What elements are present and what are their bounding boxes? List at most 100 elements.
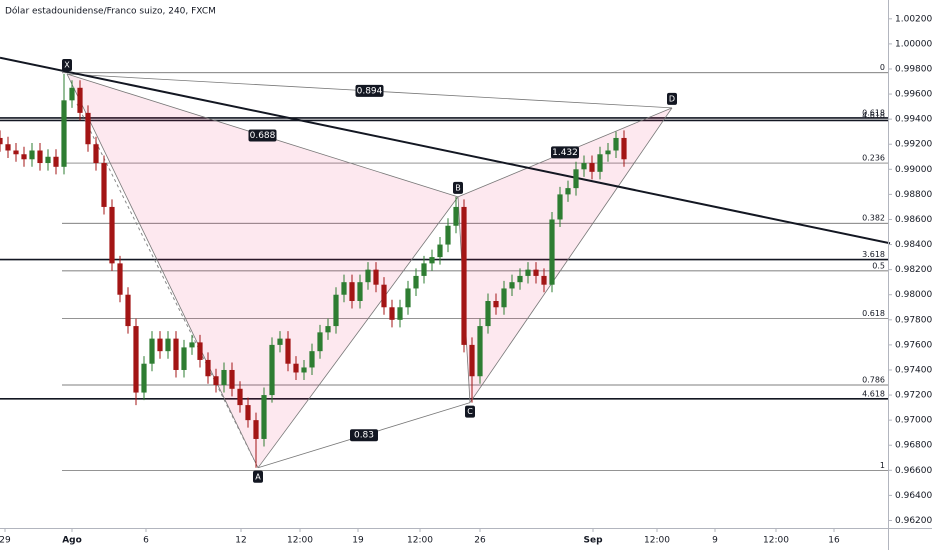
level-label: 0.786: [862, 376, 885, 385]
candle-body: [445, 225, 451, 245]
candle-body: [277, 338, 283, 345]
candle-body: [0, 137, 3, 145]
pattern-fill: [67, 73, 458, 468]
candle-body: [533, 269, 539, 276]
y-tick-label: 0.97800: [895, 315, 932, 325]
candle-body: [557, 194, 563, 220]
candle-body: [549, 219, 555, 285]
candle-body: [45, 156, 51, 164]
x-tick-label: 12:00: [644, 536, 670, 546]
ratio-label: 1.432: [552, 148, 578, 158]
plot-area: 00.6184.6180.2360.3823.6180.50.6180.7864…: [0, 56, 891, 483]
candle-body: [597, 154, 603, 172]
y-tick-label: 0.98600: [895, 215, 932, 225]
candle-body: [333, 294, 339, 327]
candle-body: [205, 359, 211, 377]
point-box: [453, 181, 463, 194]
candle-body: [469, 344, 475, 377]
candle-body: [101, 163, 107, 207]
candle-body: [613, 137, 619, 151]
candle-body: [77, 87, 83, 113]
candle-body: [141, 363, 147, 393]
candle-body: [69, 87, 75, 101]
y-tick-label: 0.98800: [895, 190, 932, 200]
y-tick-label: 0.96600: [895, 466, 932, 476]
candle-body: [157, 338, 163, 352]
candle-body: [109, 206, 115, 264]
candle-body: [517, 275, 523, 283]
candle-body: [21, 154, 27, 160]
pattern-edge: [469, 107, 673, 403]
point-label: B: [455, 183, 461, 192]
candle-body: [213, 376, 219, 386]
point-box: [465, 405, 475, 418]
candle-body: [381, 284, 387, 308]
candle-body: [509, 282, 515, 289]
candle-body: [365, 269, 371, 283]
candle-body: [229, 369, 235, 389]
candle-body: [181, 347, 187, 370]
pattern-fill: [458, 107, 672, 403]
candle-body: [389, 307, 395, 320]
candle-body: [477, 326, 483, 377]
x-tick-label: 19: [352, 536, 364, 546]
y-tick-label: 0.96200: [895, 516, 932, 526]
point-box: [253, 470, 263, 483]
x-tick-label: 6: [143, 536, 149, 546]
candle-body: [341, 282, 347, 295]
candle-body: [173, 338, 179, 370]
candle-body: [325, 326, 331, 333]
pattern-edge: [257, 196, 459, 469]
y-tick-label: 0.99600: [895, 90, 932, 100]
candle-body: [541, 275, 547, 285]
level-label: 0.382: [862, 214, 885, 223]
x-tick-label: 12:00: [407, 536, 433, 546]
x-tick-label: Ago: [62, 536, 82, 546]
x-tick-label: 9: [712, 536, 718, 546]
candle-body: [189, 342, 195, 348]
trend-line: [0, 56, 891, 245]
ratio-box: [350, 429, 378, 442]
x-tick-label: 12: [235, 536, 246, 546]
y-tick-label: 0.99000: [895, 165, 932, 175]
y-tick-label: 0.99400: [895, 115, 932, 125]
candle-body: [405, 288, 411, 308]
pattern-edge: [66, 73, 259, 468]
y-tick-label: 0.97000: [895, 416, 932, 426]
level-label: 4.618: [862, 111, 885, 120]
candle-body: [373, 269, 379, 285]
x-tick-label: 16: [828, 536, 840, 546]
candle-body: [285, 338, 291, 364]
candle-body: [421, 263, 427, 276]
candle-body: [581, 163, 587, 170]
y-tick-label: 0.98000: [895, 290, 932, 300]
y-tick-label: 0.96800: [895, 441, 932, 451]
candle-body: [53, 156, 59, 167]
candle-body: [397, 307, 403, 320]
candle-body: [309, 351, 315, 368]
candle-body: [605, 150, 611, 155]
candle-body: [117, 263, 123, 295]
candle-body: [245, 405, 251, 421]
level-label: 1: [880, 461, 885, 470]
candle-body: [349, 282, 355, 301]
candle-body: [621, 137, 627, 160]
candle-body: [253, 420, 259, 439]
candle-body: [221, 369, 227, 386]
candle-body: [525, 269, 531, 276]
candle-body: [237, 388, 243, 406]
level-label: 0.618: [862, 309, 885, 318]
ratio-label: 0.894: [357, 86, 383, 96]
candle-body: [133, 326, 139, 393]
candle-body: [429, 257, 435, 264]
level-label: 0.618: [862, 108, 885, 117]
candle-body: [413, 275, 419, 289]
candle-body: [501, 288, 507, 308]
ratio-label: 0.83: [354, 431, 374, 441]
level-label: 3.618: [862, 250, 885, 259]
x-tick-label: 26: [474, 536, 486, 546]
y-tick-label: 0.99200: [895, 140, 932, 150]
level-label: 0: [880, 63, 885, 72]
candle-body: [29, 150, 35, 160]
